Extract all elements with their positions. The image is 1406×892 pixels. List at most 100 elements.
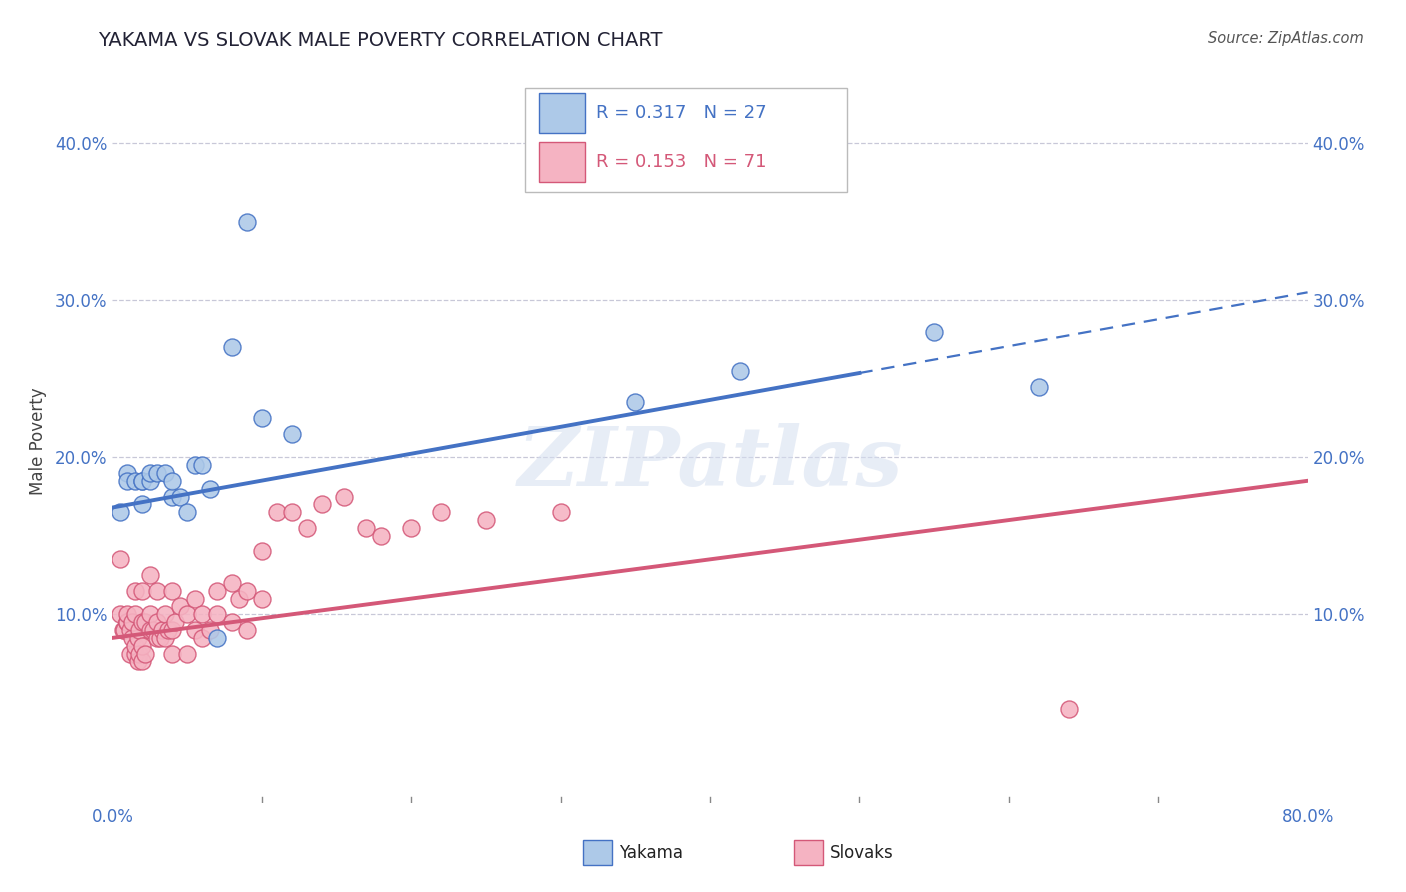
Point	[191, 458, 214, 472]
Point	[121, 631, 143, 645]
Point	[149, 631, 172, 645]
Point	[131, 497, 153, 511]
Point	[162, 623, 183, 637]
Text: Source: ZipAtlas.com: Source: ZipAtlas.com	[1208, 31, 1364, 46]
Point	[117, 615, 139, 630]
Point	[124, 583, 146, 598]
Point	[139, 474, 162, 488]
Point	[117, 607, 139, 622]
Point	[162, 647, 183, 661]
Point	[236, 214, 259, 228]
Point	[250, 591, 273, 606]
Point	[221, 615, 243, 630]
Point	[114, 623, 135, 637]
Text: ZIPatlas: ZIPatlas	[517, 423, 903, 503]
Point	[150, 623, 173, 637]
Point	[221, 575, 243, 590]
Point	[124, 647, 146, 661]
Point	[134, 615, 156, 630]
FancyBboxPatch shape	[538, 93, 585, 133]
Point	[236, 623, 259, 637]
Point	[183, 458, 205, 472]
Point	[127, 631, 149, 645]
Point	[401, 521, 423, 535]
Point	[146, 583, 169, 598]
Point	[183, 623, 205, 637]
Point	[191, 607, 214, 622]
Point	[146, 631, 169, 645]
Point	[281, 426, 304, 441]
Y-axis label: Male Poverty: Male Poverty	[28, 388, 46, 495]
Point	[922, 325, 945, 339]
Point	[131, 474, 153, 488]
Point	[128, 647, 150, 661]
Point	[131, 655, 153, 669]
Point	[228, 591, 250, 606]
Bar	[794, 840, 823, 865]
Point	[117, 615, 139, 630]
Point	[127, 655, 149, 669]
Point	[624, 395, 647, 409]
Point	[117, 615, 139, 630]
Point	[111, 623, 134, 637]
Point	[120, 623, 142, 637]
Point	[205, 607, 228, 622]
Point	[236, 583, 259, 598]
Point	[176, 505, 198, 519]
FancyBboxPatch shape	[524, 87, 848, 193]
Point	[139, 623, 162, 637]
Point	[176, 647, 198, 661]
Point	[550, 505, 572, 519]
Point	[156, 623, 179, 637]
Point	[198, 482, 221, 496]
Point	[191, 631, 214, 645]
Point	[131, 474, 153, 488]
Point	[205, 583, 228, 598]
Point	[139, 568, 162, 582]
Point	[356, 521, 378, 535]
Point	[124, 607, 146, 622]
Point	[169, 490, 191, 504]
Point	[108, 505, 131, 519]
Point	[131, 639, 153, 653]
Point	[108, 607, 131, 622]
Text: YAKAMA VS SLOVAK MALE POVERTY CORRELATION CHART: YAKAMA VS SLOVAK MALE POVERTY CORRELATIO…	[98, 31, 662, 50]
Point	[153, 607, 176, 622]
Point	[165, 615, 187, 630]
Point	[124, 639, 146, 653]
Text: Yakama: Yakama	[619, 844, 683, 862]
Text: R = 0.317   N = 27: R = 0.317 N = 27	[596, 103, 768, 121]
Text: R = 0.153   N = 71: R = 0.153 N = 71	[596, 153, 768, 171]
Point	[281, 505, 304, 519]
FancyBboxPatch shape	[538, 142, 585, 182]
Point	[146, 466, 169, 480]
Point	[266, 505, 288, 519]
Bar	[583, 840, 612, 865]
Point	[221, 340, 243, 354]
Point	[475, 513, 498, 527]
Point	[250, 544, 273, 558]
Point	[1057, 701, 1080, 715]
Point	[121, 615, 143, 630]
Point	[153, 466, 176, 480]
Point	[295, 521, 318, 535]
Point	[162, 474, 183, 488]
Point	[250, 411, 273, 425]
Text: Slovaks: Slovaks	[830, 844, 893, 862]
Point	[117, 466, 139, 480]
Point	[169, 599, 191, 614]
Point	[205, 631, 228, 645]
Point	[131, 615, 153, 630]
Point	[108, 552, 131, 566]
Point	[124, 474, 146, 488]
Point	[146, 615, 169, 630]
Point	[153, 631, 176, 645]
Point	[370, 529, 392, 543]
Point	[728, 364, 751, 378]
Point	[176, 607, 198, 622]
Point	[134, 647, 156, 661]
Point	[183, 591, 205, 606]
Point	[430, 505, 453, 519]
Point	[120, 647, 142, 661]
Point	[142, 623, 165, 637]
